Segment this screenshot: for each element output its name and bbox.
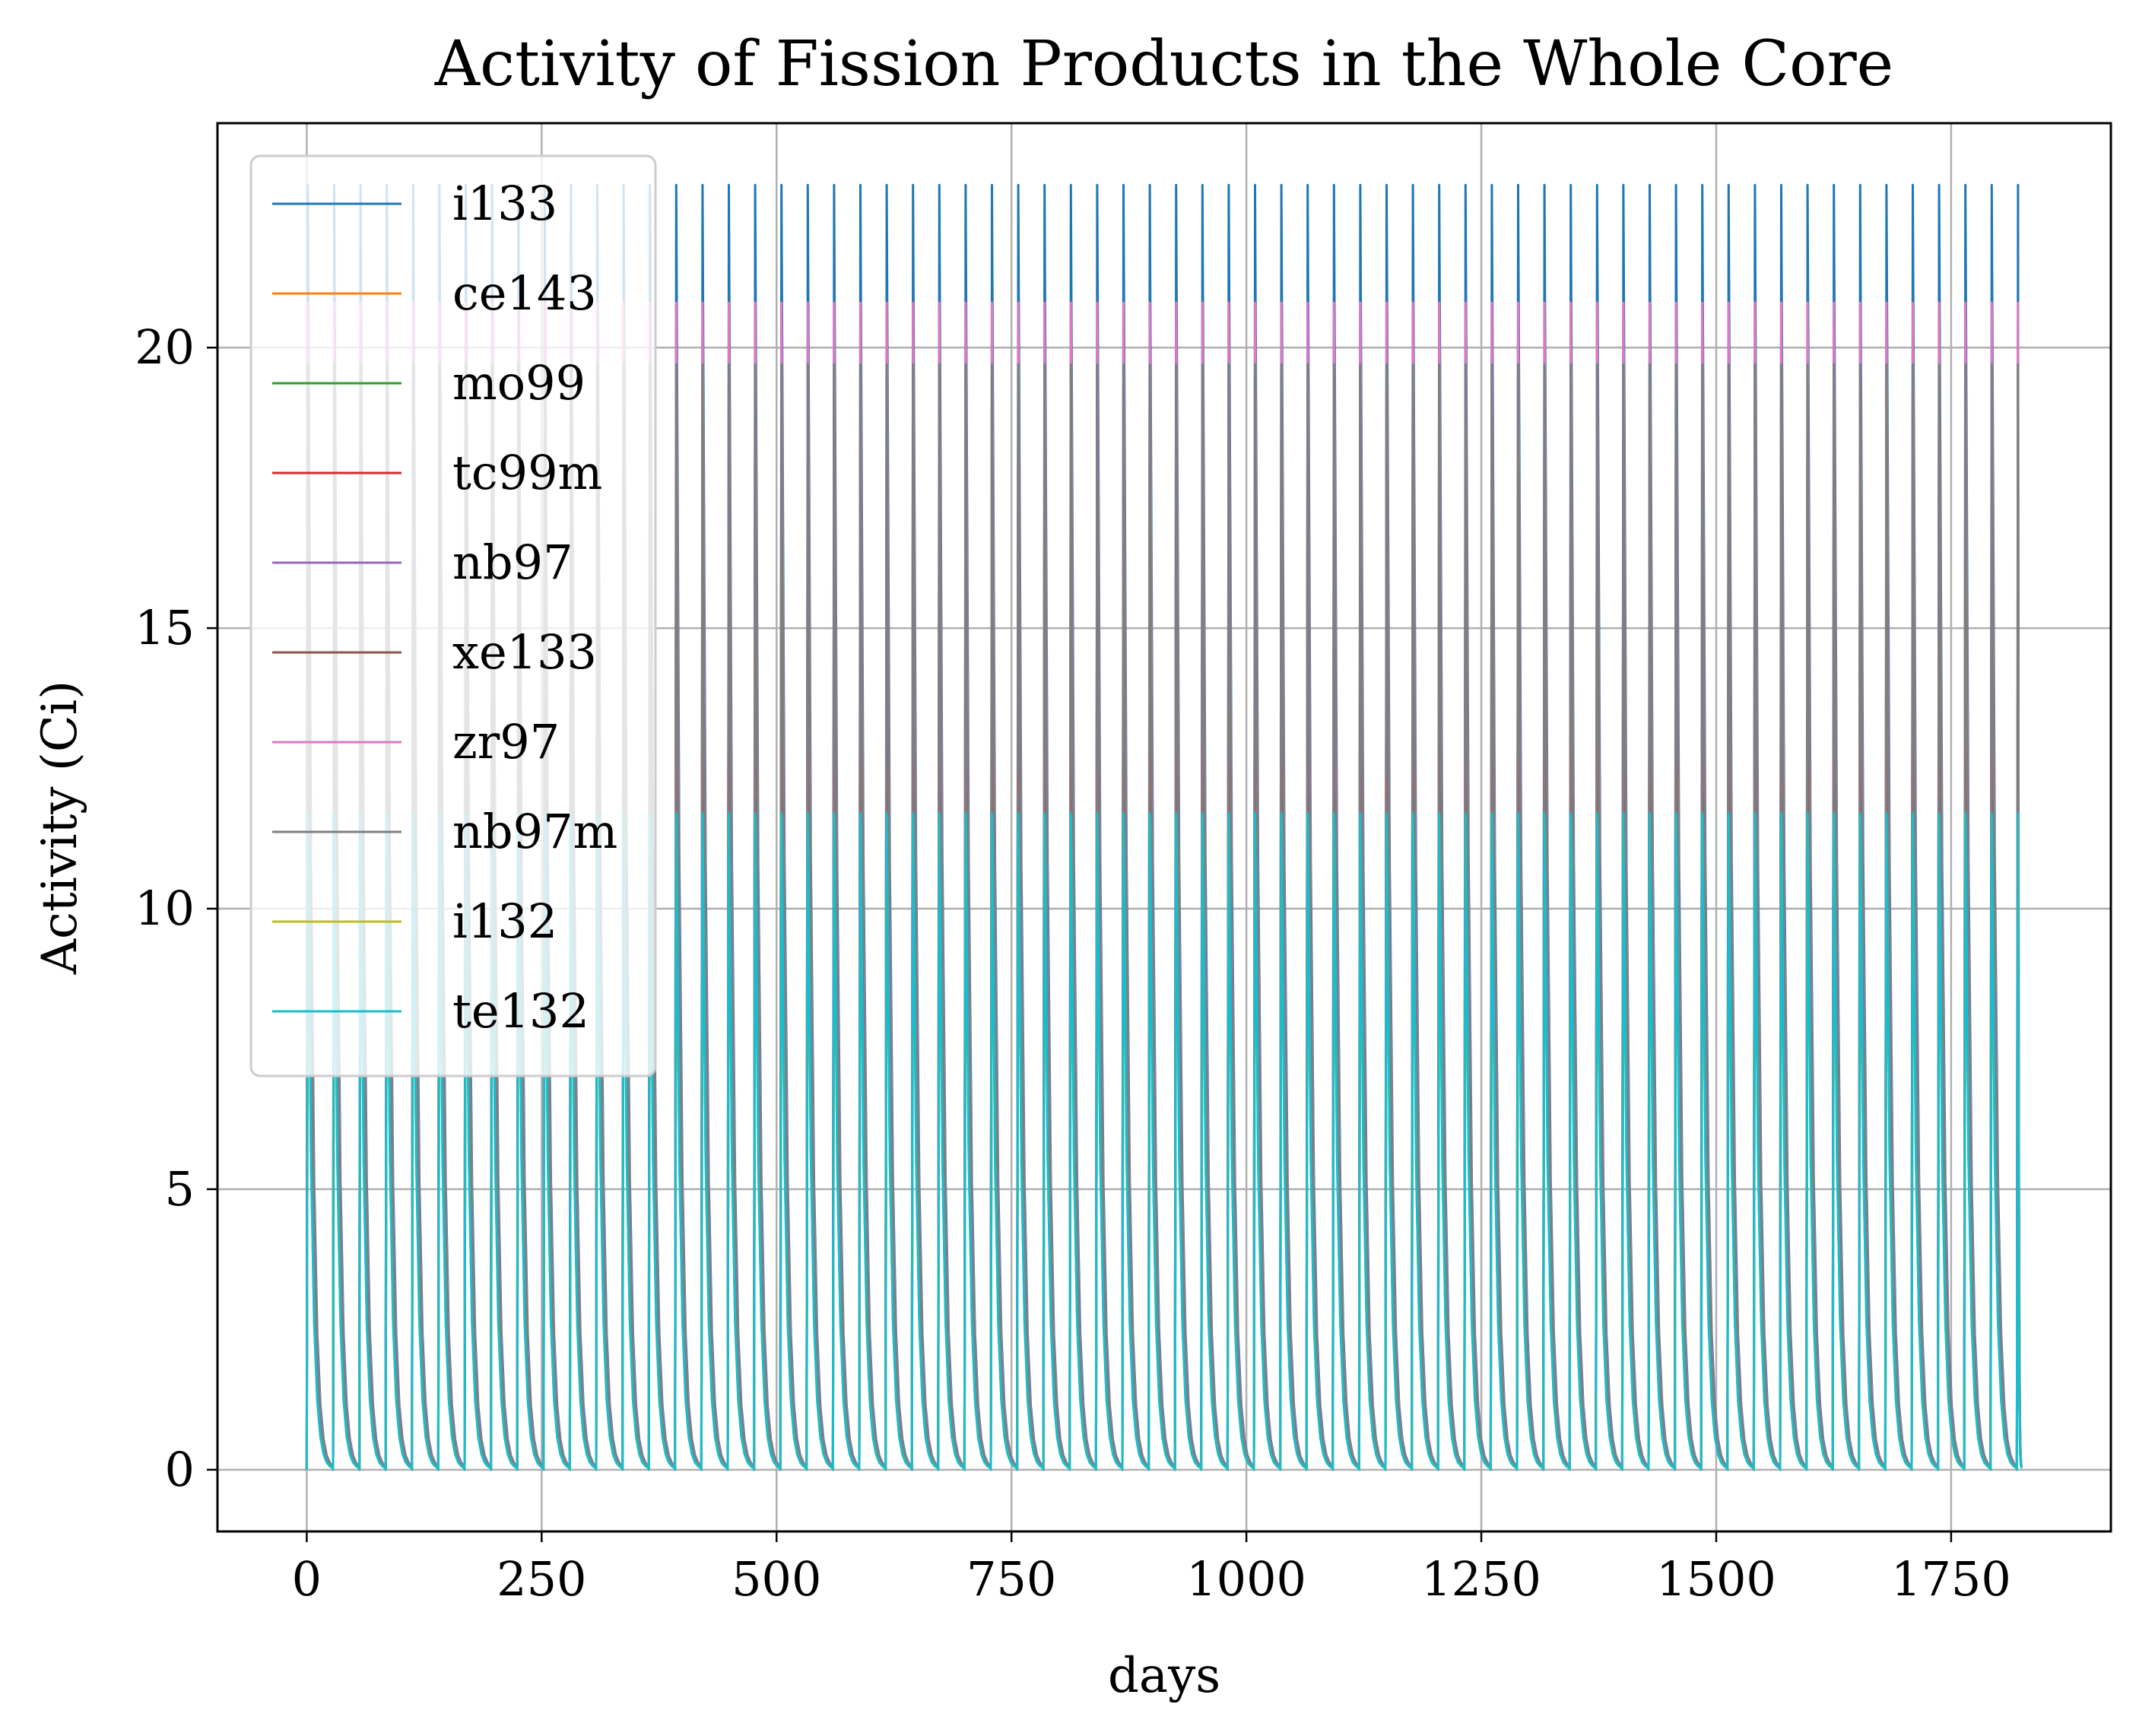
legend-label-zr97: zr97 (452, 714, 560, 770)
x-tick-label: 1750 (1891, 1551, 2011, 1607)
x-tick-label: 0 (292, 1551, 322, 1607)
series-layer (305, 183, 2023, 1471)
y-tick-label: 10 (135, 881, 195, 936)
x-tick-label: 500 (732, 1551, 821, 1607)
y-tick-label: 15 (135, 600, 195, 655)
legend-label-mo99: mo99 (452, 355, 586, 411)
legend-label-i132: i132 (452, 893, 557, 949)
chart-title: Activity of Fission Products in the Whol… (434, 28, 1893, 100)
x-axis-label: days (1108, 1648, 1220, 1704)
x-tick-label: 250 (497, 1551, 586, 1607)
legend: i133 ce143 mo99 tc99m nb97 xe133 zr97 nb97m i132… (249, 154, 657, 1077)
plot-frame (216, 122, 2112, 1533)
legend-label-nb97: nb97 (452, 535, 573, 590)
y-tick-label: 20 (135, 319, 195, 375)
legend-label-i133: i133 (452, 176, 557, 231)
x-tick-label: 1000 (1186, 1551, 1306, 1607)
x-tick-label: 750 (966, 1551, 1056, 1607)
y-axis-label: Activity (Ci) (32, 681, 88, 975)
legend-label-nb97m: nb97m (452, 804, 617, 859)
legend-label-te132: te132 (452, 983, 589, 1039)
legend-box (249, 154, 657, 1077)
legend-label-xe133: xe133 (452, 624, 597, 680)
ticks: 0 250 500 750 1000 1250 1500 1750 0 5 10 15 20 (135, 319, 2011, 1607)
series-line-te132 (305, 812, 2023, 1471)
x-tick-label: 1500 (1656, 1551, 1776, 1607)
x-tick-label: 1250 (1421, 1551, 1541, 1607)
legend-label-tc99m: tc99m (452, 445, 602, 500)
y-tick-label: 5 (165, 1161, 195, 1217)
y-tick-label: 0 (165, 1442, 195, 1497)
legend-label-ce143: ce143 (452, 265, 597, 321)
